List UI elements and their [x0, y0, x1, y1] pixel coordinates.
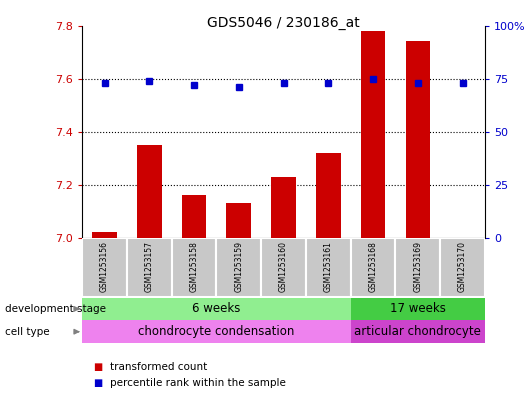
Text: GSM1253169: GSM1253169 [413, 241, 422, 292]
Bar [440, 238, 485, 297]
Text: GSM1253159: GSM1253159 [234, 241, 243, 292]
Bar [226, 203, 251, 238]
Bar [351, 238, 395, 297]
Text: ■: ■ [93, 378, 102, 388]
Text: GSM1253170: GSM1253170 [458, 241, 467, 292]
Bar [395, 238, 440, 297]
Bar [271, 177, 296, 238]
Bar [306, 238, 351, 297]
Text: cell type: cell type [5, 327, 50, 337]
Text: GSM1253161: GSM1253161 [324, 241, 333, 292]
Bar [316, 153, 341, 238]
Text: ■: ■ [93, 362, 102, 373]
Text: 6 weeks: 6 weeks [192, 302, 241, 316]
Bar [261, 238, 306, 297]
Text: transformed count: transformed count [110, 362, 207, 373]
Text: GDS5046 / 230186_at: GDS5046 / 230186_at [207, 16, 360, 30]
Text: GSM1253168: GSM1253168 [368, 241, 377, 292]
Text: GSM1253156: GSM1253156 [100, 241, 109, 292]
Text: GSM1253157: GSM1253157 [145, 241, 154, 292]
Text: GSM1253158: GSM1253158 [190, 241, 199, 292]
Bar [92, 233, 117, 238]
Bar [351, 320, 485, 343]
Bar [216, 238, 261, 297]
Bar [137, 145, 162, 238]
Bar [361, 31, 385, 238]
Text: percentile rank within the sample: percentile rank within the sample [110, 378, 286, 388]
Text: articular chondrocyte: articular chondrocyte [355, 325, 481, 338]
Bar [172, 238, 216, 297]
Bar [82, 298, 351, 320]
Bar [182, 195, 206, 238]
Bar [82, 238, 127, 297]
Text: development stage: development stage [5, 304, 107, 314]
Bar [127, 238, 172, 297]
Text: 17 weeks: 17 weeks [390, 302, 446, 316]
Bar [82, 320, 351, 343]
Bar [405, 41, 430, 238]
Text: chondrocyte condensation: chondrocyte condensation [138, 325, 295, 338]
Bar [351, 298, 485, 320]
Text: GSM1253160: GSM1253160 [279, 241, 288, 292]
